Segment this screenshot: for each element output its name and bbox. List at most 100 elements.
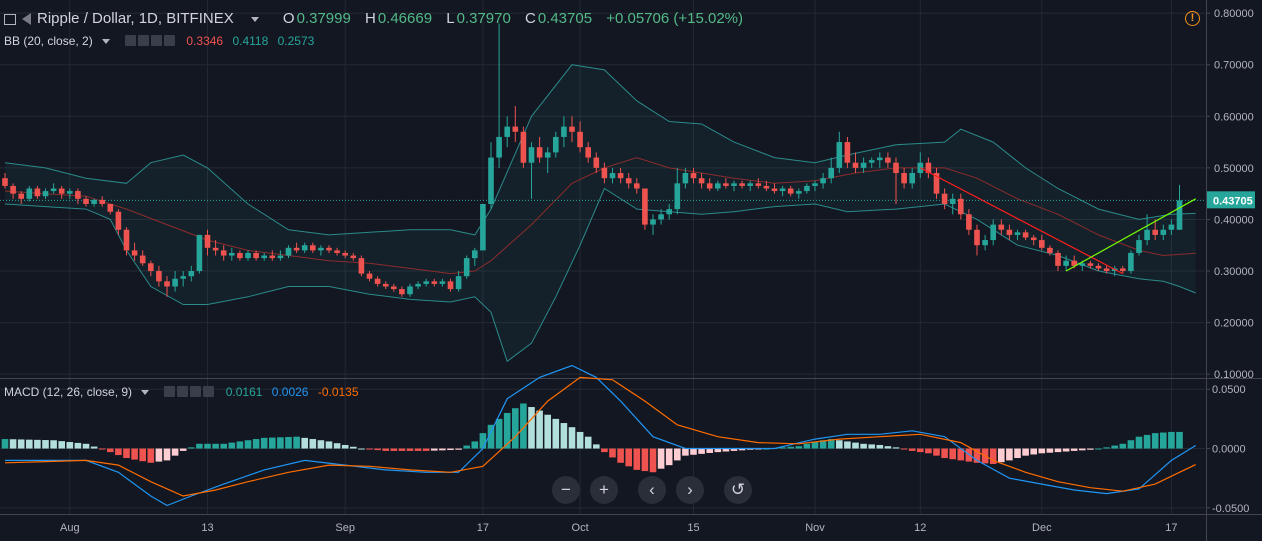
flag-icon (22, 13, 31, 26)
candle-body (318, 247, 324, 251)
candle-body (431, 281, 438, 284)
macd-hist-bar (657, 448, 665, 469)
macd-hist-bar (107, 448, 114, 453)
macd-hist-bar (941, 448, 948, 459)
chevron-down-icon[interactable] (101, 39, 110, 45)
warning-icon[interactable]: ! (1185, 11, 1200, 26)
macd-hist-bar (989, 448, 997, 464)
candle-body (229, 252, 235, 256)
macd-hist-bar (90, 446, 98, 449)
macd-hist-bar (82, 443, 90, 449)
macd-hist-bar (503, 412, 511, 449)
chevron-down-icon[interactable] (250, 16, 259, 22)
candle-body (334, 250, 340, 253)
candle-body (212, 247, 219, 251)
candle-body (204, 234, 211, 248)
reset-chart-button[interactable]: ↺ (724, 476, 752, 504)
scroll-forward-button[interactable]: › (676, 476, 704, 504)
candle-body (18, 193, 24, 199)
macd-hist-bar (1, 439, 9, 449)
macd-hist-bar (917, 448, 924, 453)
price-tick-label: 0.20000 (1214, 318, 1254, 330)
macd-hist-bar (593, 444, 600, 449)
candle-body (58, 188, 65, 194)
candle-body (277, 255, 284, 259)
candle-body (885, 157, 891, 163)
macd-name[interactable]: MACD (12, 26, close, 9) (4, 385, 133, 399)
macd-hist-bar (358, 448, 365, 450)
macd-hist-bar (123, 448, 130, 459)
eye-icon[interactable] (125, 34, 137, 46)
macd-hist-bar (1143, 434, 1151, 449)
candle-body (488, 157, 494, 204)
candle-body (220, 250, 227, 256)
close-icon[interactable] (164, 34, 176, 46)
settings-icon[interactable] (177, 385, 189, 397)
macd-hist-bar (568, 427, 576, 449)
macd-hist-bar (1087, 448, 1094, 450)
candle-body (650, 219, 656, 225)
zoom-in-button[interactable]: + (590, 476, 618, 504)
bb-lower-value: 0.2573 (277, 34, 315, 48)
macd-hist-bar (115, 448, 122, 456)
candle-body (1136, 240, 1142, 253)
bb-controls[interactable] (125, 34, 177, 49)
candle-body (196, 234, 203, 272)
macd-hist-bar (1127, 440, 1135, 449)
time-tick-label: Sep (335, 522, 355, 534)
price-tick-label: 0.30000 (1214, 266, 1254, 278)
macd-hist-bar (892, 447, 900, 449)
eye-icon[interactable] (164, 385, 176, 397)
candle-body (747, 183, 753, 186)
candle-body (1079, 263, 1086, 266)
header-legend: Ripple / Dollar, 1D, BITFINEX O 0.37999 H… (4, 10, 753, 27)
macd-hist-bar (66, 442, 74, 449)
candle-body (844, 142, 851, 163)
chevron-down-icon[interactable] (141, 390, 150, 396)
macd-hist-bar (495, 418, 503, 449)
price-axis: 0.80000 0.70000 0.60000 0.50000 0.40000 0.300… (1206, 8, 1254, 515)
macd-hist-bar (819, 440, 827, 449)
candle-body (180, 276, 186, 279)
more-icon[interactable] (151, 34, 163, 46)
scroll-back-button[interactable]: ‹ (638, 476, 666, 504)
macd-hist-bar (293, 436, 300, 449)
candle-body (1039, 240, 1045, 248)
candle-body (366, 273, 373, 279)
candle-body (439, 281, 446, 284)
candle-body (868, 160, 875, 163)
more-icon[interactable] (190, 385, 202, 397)
candle-body (164, 281, 170, 287)
time-tick-label: 13 (201, 522, 213, 534)
low-label: L (446, 10, 455, 27)
candle-body (75, 191, 81, 199)
candle-body (172, 278, 178, 287)
macd-controls[interactable] (164, 385, 216, 400)
candle-body (625, 178, 632, 184)
price-tick-label: 0.80000 (1214, 8, 1254, 20)
close-icon[interactable] (203, 385, 215, 397)
candle-body (1063, 260, 1069, 266)
zoom-out-button[interactable]: − (552, 476, 580, 504)
macd-hist-bar (584, 436, 592, 449)
symbol-title[interactable]: Ripple / Dollar, 1D, BITFINEX (37, 10, 234, 27)
bb-name[interactable]: BB (20, close, 2) (4, 34, 93, 48)
candle-body (974, 229, 980, 246)
macd-hist-bar (933, 448, 940, 456)
settings-icon[interactable] (138, 34, 150, 46)
candle-body (690, 173, 697, 179)
macd-tick-label: 0.0500 (1212, 384, 1246, 396)
macd-hist-bar (876, 444, 884, 449)
macd-hist-bar (973, 448, 981, 463)
macd-tick-label: 0.0000 (1212, 444, 1246, 456)
candle-body (91, 199, 97, 204)
collapse-icon[interactable] (4, 13, 16, 25)
candle-body (941, 193, 948, 204)
candle-body (755, 183, 762, 186)
macd-hist-bar (552, 418, 560, 449)
candle-body (512, 126, 519, 132)
macd-hist-bar (50, 440, 57, 449)
macd-hist-bar (277, 437, 284, 449)
macd-hist-bar (665, 448, 673, 466)
